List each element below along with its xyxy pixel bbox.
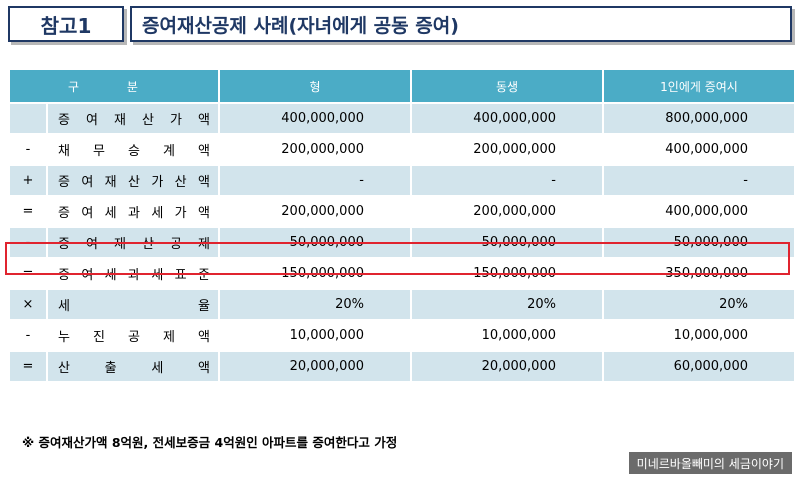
table-row: 증 여 재 산 가 액 400,000,000 400,000,000 800,000,000 [8,102,796,135]
page-title: 증여재산공제 사례(자녀에게 공동 증여) [130,6,792,42]
row-value: 350,000,000 [602,257,796,290]
row-value: 200,000,000 [218,133,412,166]
row-value: 20,000,000 [410,350,604,383]
row-value: 200,000,000 [410,133,604,166]
row-value: 10,000,000 [410,319,604,352]
table-row: - 채 무 승 계 액 200,000,000 200,000,000 400,000,000 [8,133,796,166]
table-row: + 증 여 재 산 가 산 액 - - - [8,164,796,197]
footnote: ※ 증여재산가액 8억원, 전세보증금 4억원인 아파트를 증여한다고 가정 [22,435,398,450]
row-operator [8,102,48,135]
row-operator: - [8,226,48,259]
table-row: × 세 율 20% 20% 20% [8,288,796,321]
row-value: - [218,164,412,197]
watermark: 미네르바올빼미의 세금이야기 [628,452,792,474]
row-operator: = [8,257,48,290]
row-value: 400,000,000 [218,102,412,135]
row-value: - [410,164,604,197]
row-value: 400,000,000 [602,195,796,228]
header-older-brother: 형 [218,68,412,104]
gift-tax-table: 구 분 형 동생 1인에게 증여시 증 여 재 산 가 액 400,000,000 400,0… [8,68,796,383]
row-operator: + [8,164,48,197]
row-value: 400,000,000 [602,133,796,166]
row-value: 20% [218,288,412,321]
header-category: 구 분 [8,68,220,104]
row-value: 150,000,000 [218,257,412,290]
header-younger-brother: 동생 [410,68,604,104]
row-value: 800,000,000 [602,102,796,135]
row-value: 50,000,000 [410,226,604,259]
row-value: 10,000,000 [602,319,796,352]
table-body: 증 여 재 산 가 액 400,000,000 400,000,000 800,000,000-… [8,102,796,383]
row-value: 150,000,000 [410,257,604,290]
page-title-text: 증여재산공제 사례(자녀에게 공동 증여) [142,14,459,37]
row-value: 20% [602,288,796,321]
row-value: 50,000,000 [218,226,412,259]
table-row: = 증 여 세 과 세 표 준 150,000,000 150,000,000 350,000,00… [8,257,796,290]
row-value: - [602,164,796,197]
section-label-text: 참고1 [40,13,92,38]
section-label: 참고1 [8,6,124,42]
row-operator: - [8,319,48,352]
row-operator: - [8,133,48,166]
row-operator: = [8,195,48,228]
row-value: 20% [410,288,604,321]
row-value: 200,000,000 [410,195,604,228]
table-row: = 증 여 세 과 세 가 액 200,000,000 200,000,000 400,000,00… [8,195,796,228]
table-row: = 산 출 세 액 20,000,000 20,000,000 60,000,000 [8,350,796,383]
table-header-row: 구 분 형 동생 1인에게 증여시 [8,68,796,104]
row-operator: × [8,288,48,321]
table-row: - 증 여 재 산 공 제 50,000,000 50,000,000 50,000,000 [8,226,796,259]
header-single-person: 1인에게 증여시 [602,68,796,104]
row-value: 400,000,000 [410,102,604,135]
row-value: 200,000,000 [218,195,412,228]
row-value: 50,000,000 [602,226,796,259]
row-operator: = [8,350,48,383]
row-value: 20,000,000 [218,350,412,383]
table-row: - 누 진 공 제 액 10,000,000 10,000,000 10,000,000 [8,319,796,352]
row-value: 60,000,000 [602,350,796,383]
row-value: 10,000,000 [218,319,412,352]
